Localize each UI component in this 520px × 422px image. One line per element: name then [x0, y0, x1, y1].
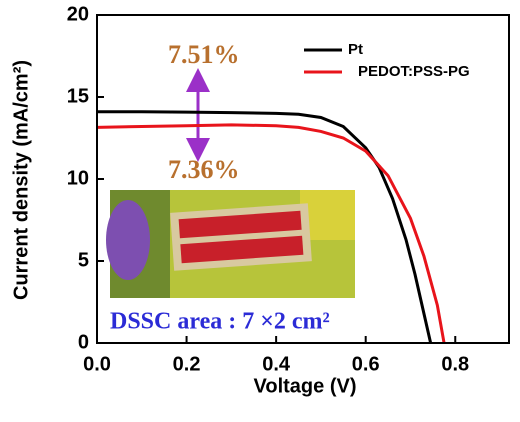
series-line — [96, 123, 446, 344]
y-tick-label: 5 — [78, 249, 89, 271]
x-tick-label: 0.8 — [441, 353, 469, 375]
y-tick-label: 15 — [67, 85, 89, 107]
legend-label: PEDOT:PSS-PG — [358, 63, 470, 80]
efficiency-annotation: 7.36% — [168, 155, 240, 184]
series-line — [97, 110, 433, 344]
y-tick-label: 0 — [78, 331, 89, 353]
y-tick-label: 10 — [67, 167, 89, 189]
x-tick-label: 0.2 — [173, 353, 201, 375]
x-axis-label: Voltage (V) — [254, 375, 357, 397]
legend-label: Pt — [348, 41, 363, 58]
x-tick-label: 0.6 — [352, 353, 380, 375]
y-tick-label: 20 — [67, 3, 89, 25]
x-tick-label: 0.0 — [83, 353, 111, 375]
device-photo — [106, 190, 355, 298]
plot-frame — [96, 14, 510, 344]
efficiency-annotation: 7.51% — [168, 40, 240, 69]
x-tick-label: 0.4 — [262, 353, 291, 375]
area-annotation: DSSC area : 7 ×2 cm² — [110, 309, 330, 335]
y-axis-label: Current density (mA/cm²) — [10, 60, 32, 300]
